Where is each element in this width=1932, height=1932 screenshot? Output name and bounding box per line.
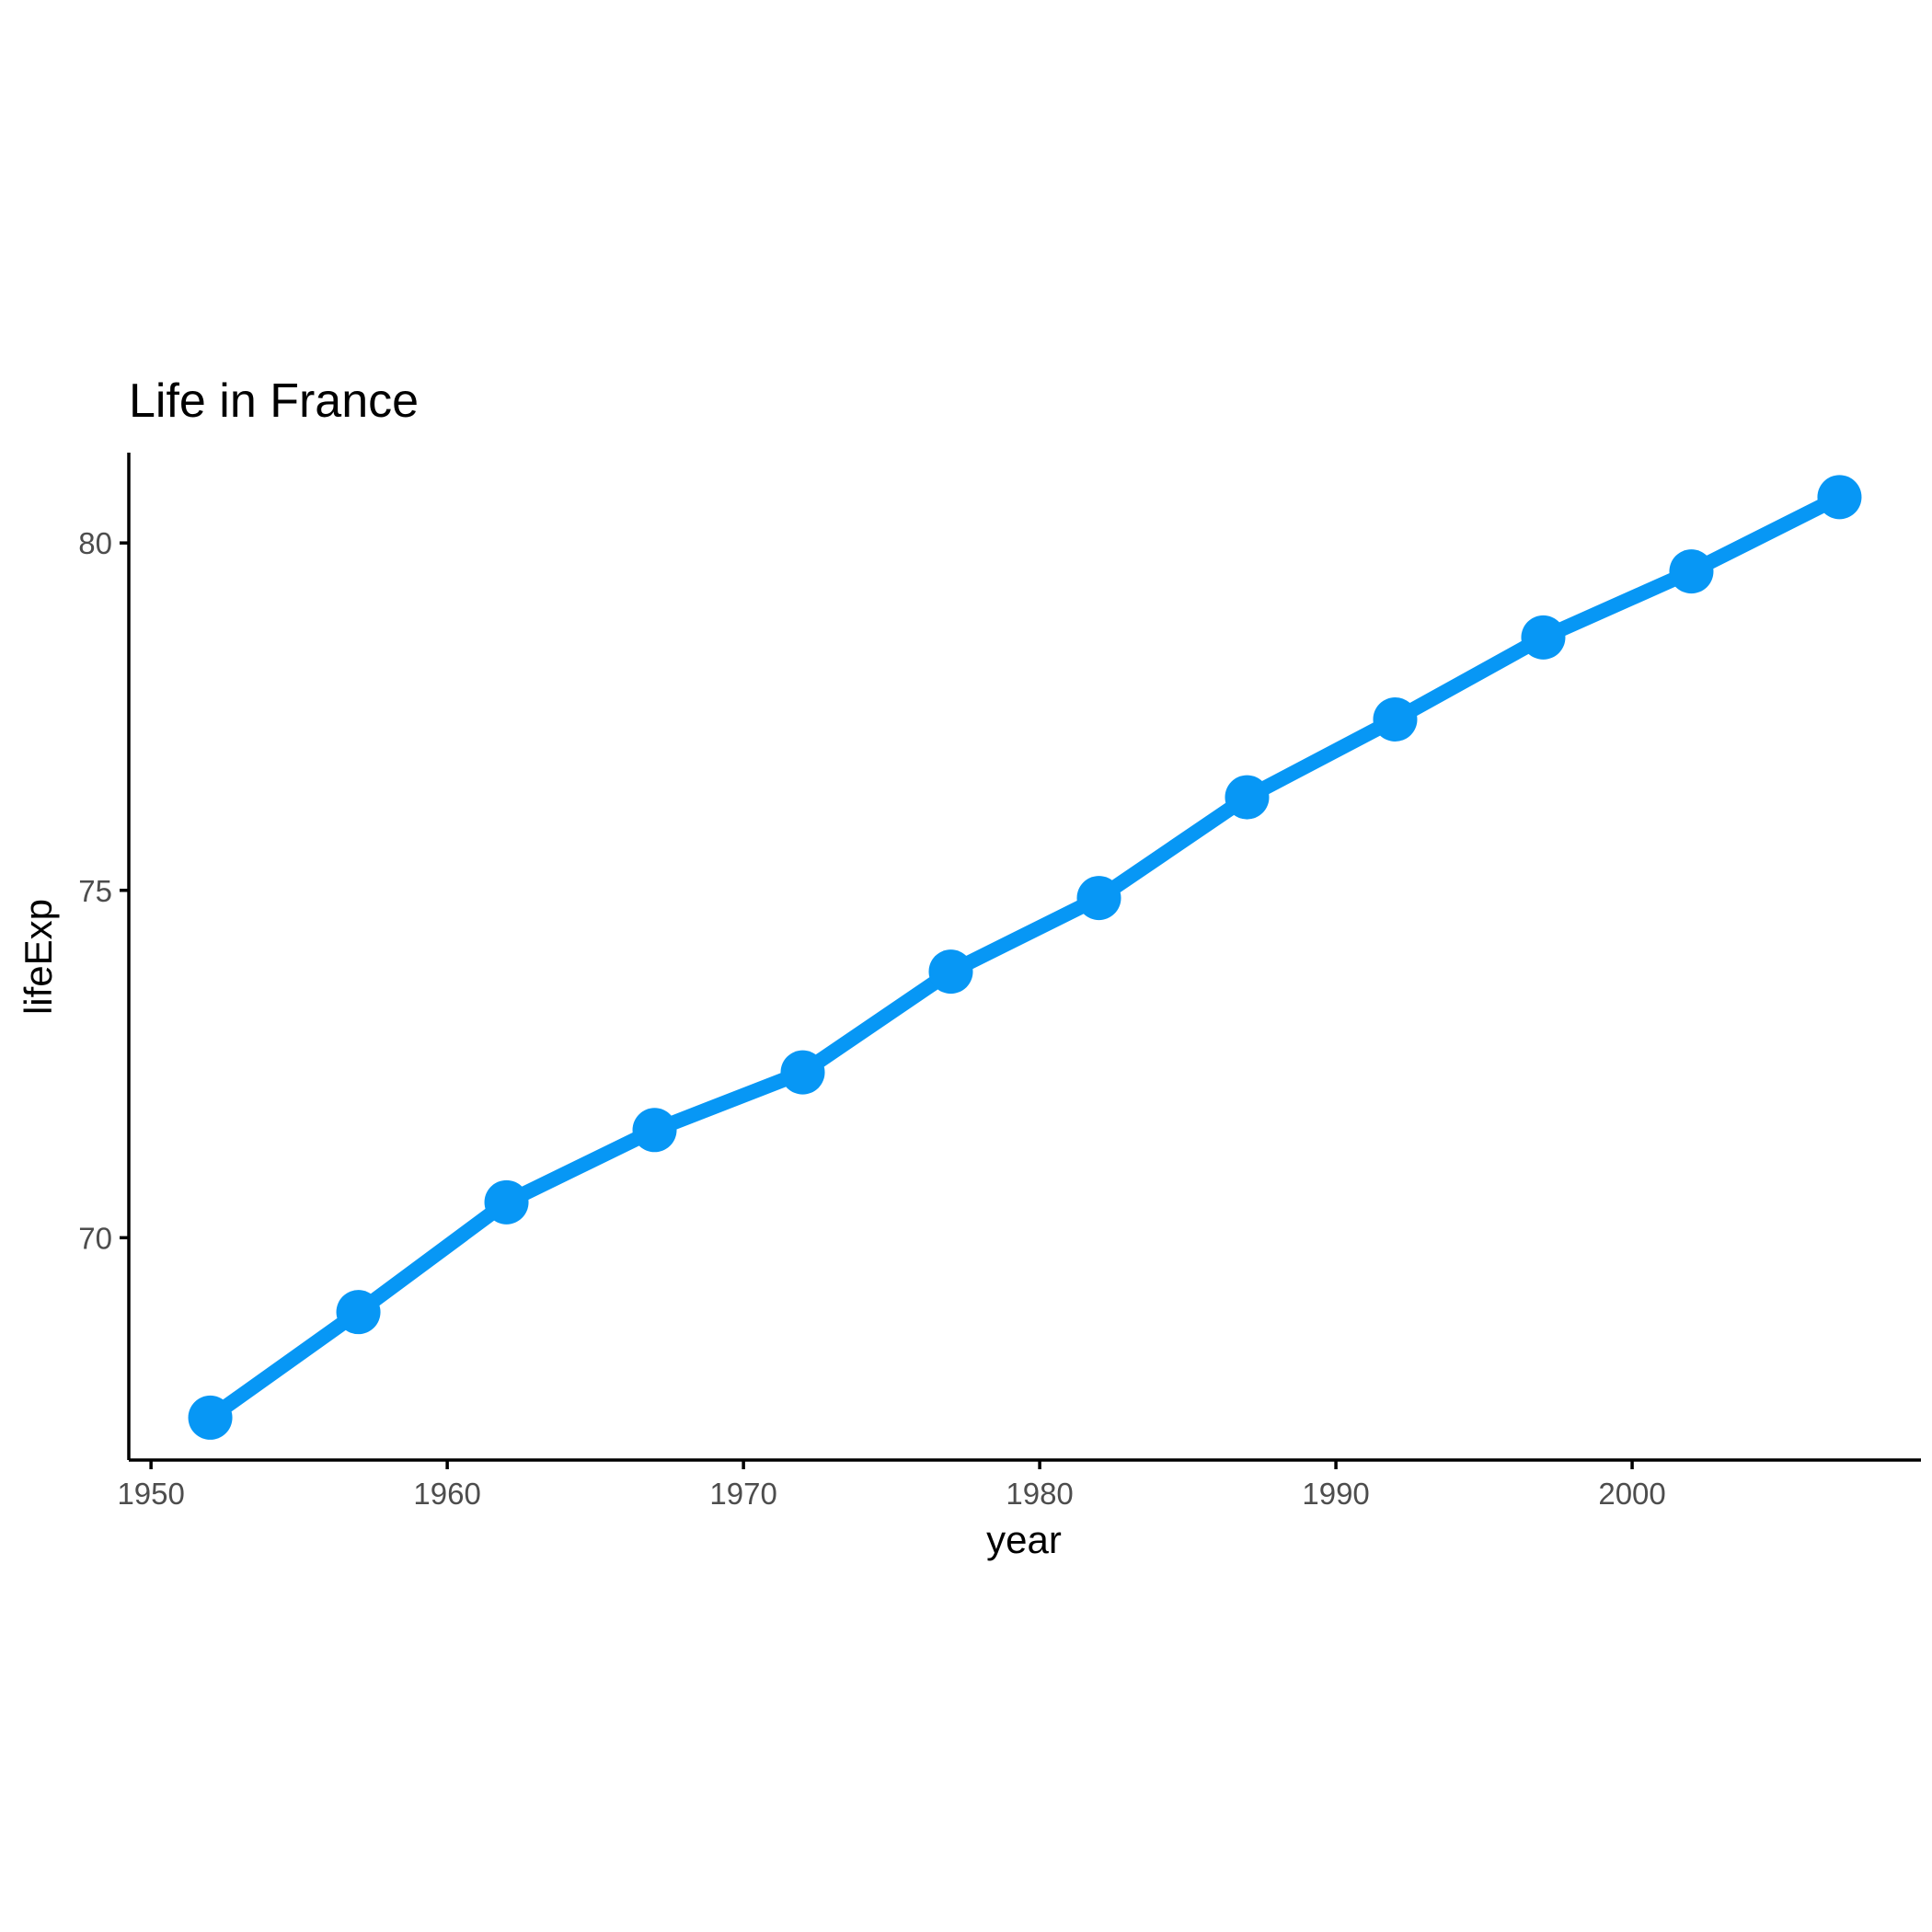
data-point	[1521, 615, 1566, 660]
data-point	[1373, 696, 1418, 742]
x-tick-label: 1950	[117, 1477, 184, 1511]
data-point	[1076, 876, 1121, 921]
data-point	[632, 1108, 677, 1153]
x-tick-label: 1990	[1302, 1477, 1369, 1511]
series-layer	[188, 475, 1862, 1440]
data-point	[928, 949, 973, 995]
y-axis-title: lifeExp	[17, 899, 60, 1015]
y-tick-label: 70	[78, 1221, 112, 1255]
x-tick-label: 1980	[1006, 1477, 1073, 1511]
data-point	[780, 1050, 825, 1095]
y-tick-label: 80	[78, 526, 112, 560]
y-axis-ticks: 70 75 80	[78, 526, 129, 1255]
data-point	[1817, 475, 1862, 520]
data-point	[336, 1290, 381, 1335]
x-tick-label: 1970	[709, 1477, 776, 1511]
data-point	[484, 1179, 529, 1225]
y-tick-label: 75	[78, 874, 112, 908]
x-axis-ticks: 1950 1960 1970 1980 1990 2000	[117, 1460, 1666, 1511]
series-line	[202, 489, 1847, 1425]
x-tick-label: 1960	[413, 1477, 480, 1511]
x-tick-label: 2000	[1598, 1477, 1665, 1511]
data-point	[1225, 775, 1270, 820]
x-axis-title: year	[986, 1518, 1062, 1561]
data-point	[188, 1395, 233, 1440]
data-point	[1669, 549, 1714, 594]
chart-title: Life in France	[129, 374, 419, 428]
